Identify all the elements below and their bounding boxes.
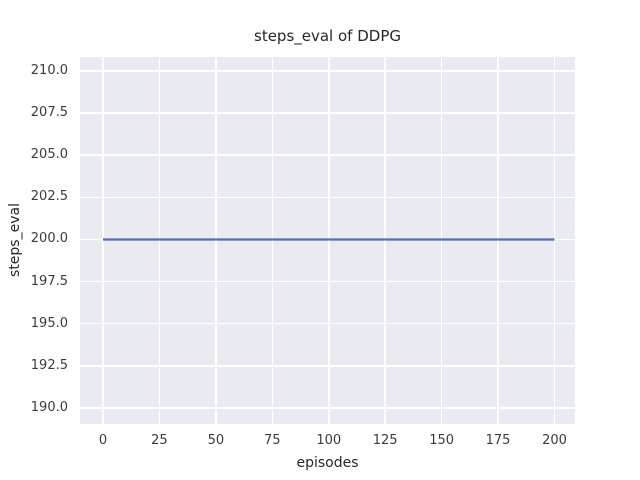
horizontal-gridline [80, 365, 575, 367]
y-tick-label: 195.0 [30, 315, 68, 331]
chart-title: steps_eval of DDPG [254, 27, 401, 45]
x-tick-label: 175 [485, 433, 511, 448]
x-tick-label: 200 [542, 433, 567, 448]
horizontal-gridline [80, 70, 575, 72]
y-tick-label: 207.5 [30, 105, 68, 121]
horizontal-gridline [80, 154, 575, 156]
vertical-gridline [102, 57, 104, 424]
y-tick-label: 200.0 [30, 231, 68, 247]
x-tick-label: 0 [98, 433, 108, 448]
x-tick-label: 50 [207, 433, 225, 448]
x-tick-label: 75 [264, 433, 281, 448]
series-layer [103, 238, 555, 241]
x-tick-label: 25 [151, 433, 168, 448]
x-tick-label: 150 [429, 433, 455, 448]
x-axis-label: episodes [296, 455, 359, 471]
y-tick-label: 197.5 [30, 273, 68, 289]
horizontal-gridline [80, 407, 575, 409]
horizontal-gridline [80, 280, 575, 283]
plot-area [80, 57, 575, 424]
horizontal-gridline [80, 196, 575, 199]
x-tick-label: 125 [372, 433, 398, 448]
y-tick-label: 210.0 [30, 62, 68, 78]
y-tick-label: 190.0 [30, 399, 68, 415]
y-tick-label: 202.5 [30, 189, 68, 205]
horizontal-gridline [80, 112, 575, 114]
horizontal-gridline [80, 322, 575, 325]
x-tick-label: 100 [316, 433, 342, 448]
y-tick-label: 205.0 [30, 147, 68, 163]
y-tick-label: 192.5 [30, 357, 68, 373]
